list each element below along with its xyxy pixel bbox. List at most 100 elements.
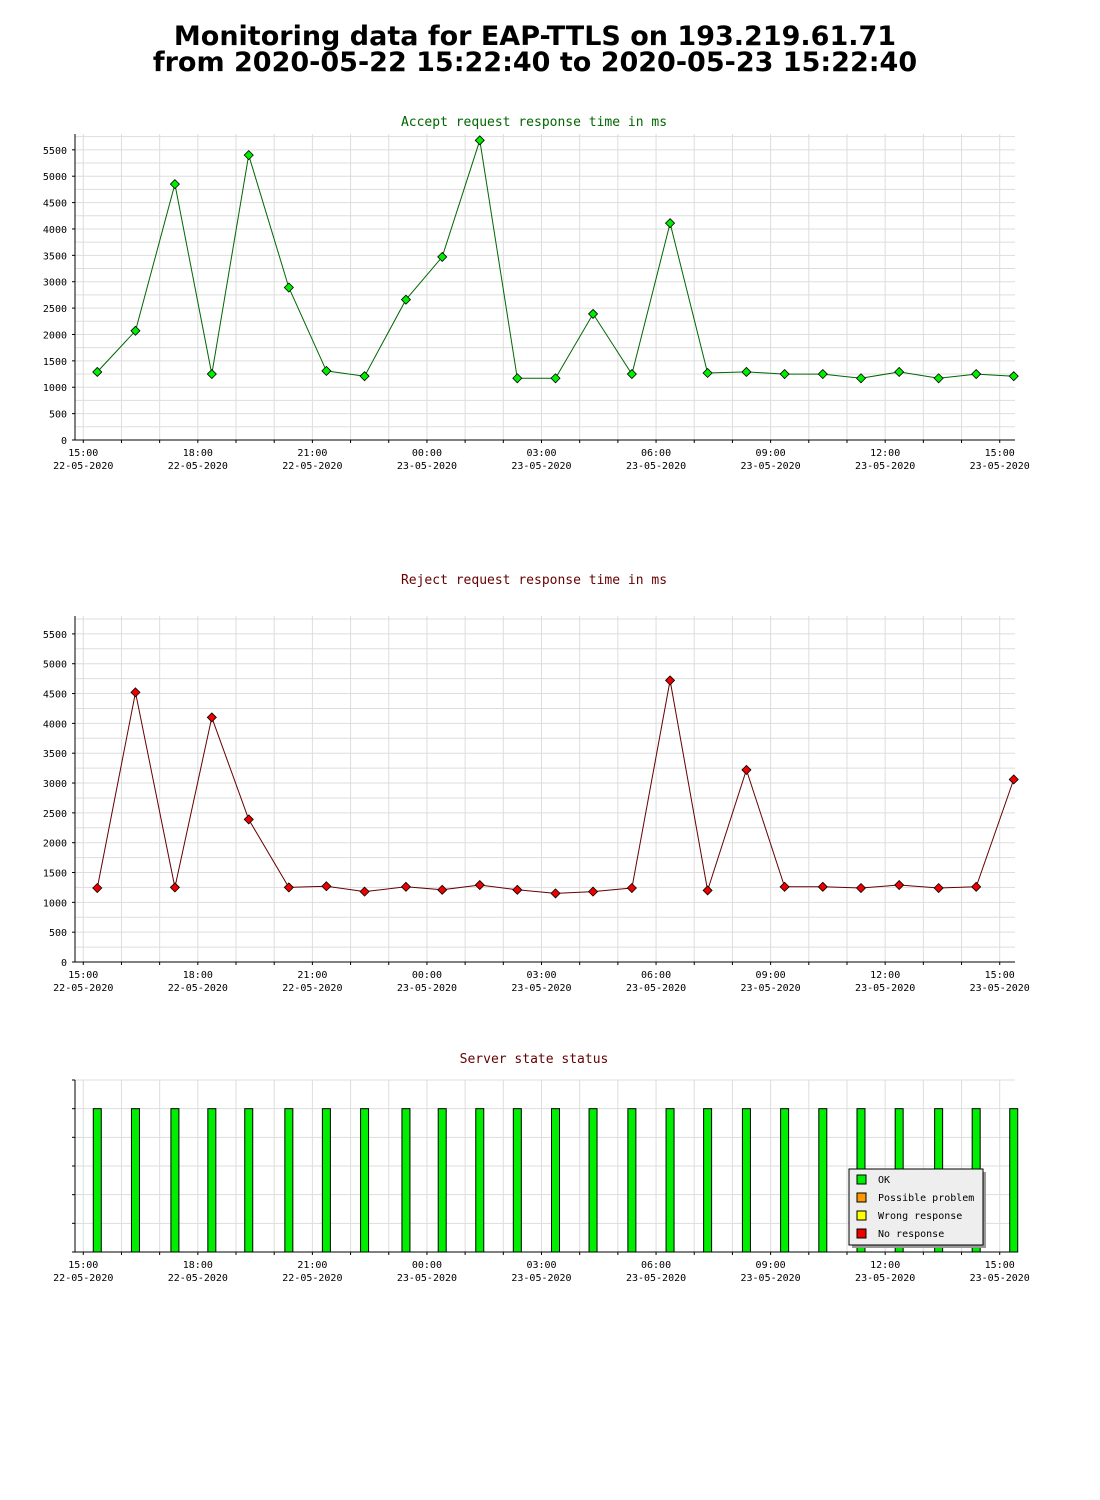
legend-label: Possible problem (878, 1193, 974, 1204)
legend-label: OK (878, 1175, 890, 1186)
reject-data-point (855, 882, 867, 894)
legend-label: No response (878, 1229, 944, 1240)
accept-data-point (283, 282, 294, 293)
accept-y-tick-label: 4500 (43, 199, 67, 210)
accept-y-tick-label: 0 (61, 436, 67, 447)
accept-x-axis: 15:00 22-05-2020 18:00 22-05-2020 21:00 22-05… (53, 134, 1030, 472)
reject-y-tick-label: 3000 (43, 779, 67, 790)
status-bar (512, 1108, 522, 1253)
accept-y-tick-label: 3500 (43, 251, 67, 262)
accept-data-point (92, 366, 103, 378)
accept-data-point (587, 308, 599, 319)
reject-y-tick-label: 5500 (43, 630, 67, 641)
reject-x-tick-time: 09:00 (756, 970, 786, 981)
accept-x-tick-time: 15:00 (68, 448, 98, 459)
reject-data-point (741, 764, 752, 775)
reject-data-point (664, 675, 676, 686)
reject-x-tick-time: 12:00 (870, 970, 900, 981)
reject-data-point (550, 888, 561, 899)
status-bar (170, 1108, 180, 1253)
accept-x-tick-time: 03:00 (526, 448, 556, 459)
reject-x-tick-time: 21:00 (297, 970, 327, 981)
accept-x-tick-date: 22-05-2020 (168, 461, 228, 472)
accept-x-tick-time: 06:00 (641, 448, 671, 459)
accept-data-point (664, 218, 676, 229)
accept-data-point (550, 373, 561, 384)
reject-x-tick-date: 23-05-2020 (741, 983, 801, 994)
reject-data-point (169, 882, 180, 893)
accept-data-point (130, 325, 141, 336)
reject-data-point (933, 882, 944, 894)
accept-data-point (817, 368, 828, 380)
status-x-tick-date: 22-05-2020 (168, 1273, 228, 1284)
legend-swatch-wrong-response (856, 1210, 867, 1221)
accept-x-tick-date: 23-05-2020 (626, 461, 686, 472)
status-x-tick-date: 22-05-2020 (282, 1273, 342, 1284)
accept-data-point (206, 368, 217, 380)
status-bar (321, 1108, 331, 1253)
reject-x-tick-date: 22-05-2020 (168, 983, 228, 994)
status-bar (665, 1108, 675, 1253)
reject-y-tick-label: 4000 (43, 719, 67, 730)
status-x-tick-time: 15:00 (985, 1260, 1015, 1271)
status-x-tick-date: 23-05-2020 (626, 1273, 686, 1284)
accept-data-point (400, 294, 412, 305)
reject-y-tick-label: 500 (49, 928, 67, 939)
reject-data-point (971, 881, 982, 892)
reject-data-point (92, 882, 103, 894)
reject-y-tick-label: 0 (61, 958, 67, 969)
accept-data-point (243, 150, 254, 161)
reject-x-axis: 15:00 22-05-2020 18:00 22-05-2020 21:00 22-05… (53, 616, 1030, 994)
reject-x-tick-time: 15:00 (985, 970, 1015, 981)
reject-x-tick-date: 22-05-2020 (53, 983, 113, 994)
accept-x-tick-time: 00:00 (412, 448, 442, 459)
accept-data-point (359, 371, 370, 382)
status-bar (551, 1108, 561, 1253)
reject-y-tick-label: 2000 (43, 839, 67, 850)
accept-x-tick-time: 09:00 (756, 448, 786, 459)
reject-x-tick-time: 06:00 (641, 970, 671, 981)
accept-data-point (169, 179, 180, 190)
reject-data-point (1008, 774, 1019, 785)
status-bar (92, 1108, 102, 1253)
accept-y-tick-label: 1500 (43, 357, 67, 368)
status-x-tick-time: 15:00 (68, 1260, 98, 1271)
accept-data-point (894, 366, 905, 378)
reject-data-point (626, 882, 637, 894)
legend-swatch-ok (856, 1174, 867, 1185)
reject-data-point (587, 886, 599, 897)
reject-chart-title: Reject request response time in ms (401, 573, 667, 588)
accept-x-tick-date: 22-05-2020 (53, 461, 113, 472)
reject-x-tick-date: 23-05-2020 (855, 983, 915, 994)
accept-y-tick-label: 5500 (43, 146, 67, 157)
status-bar (1009, 1108, 1019, 1253)
reject-y-tick-label: 1000 (43, 898, 67, 909)
accept-y-tick-label: 5000 (43, 172, 67, 183)
status-legend: OK Possible problem Wrong response No respo… (848, 1168, 986, 1248)
reject-data-point (817, 881, 828, 892)
status-x-tick-time: 12:00 (870, 1260, 900, 1271)
status-x-tick-time: 00:00 (412, 1260, 442, 1271)
accept-y-tick-label: 2000 (43, 330, 67, 341)
accept-y-tick-label: 1000 (43, 383, 67, 394)
status-x-tick-date: 23-05-2020 (741, 1273, 801, 1284)
status-bar (627, 1108, 637, 1253)
status-x-tick-date: 23-05-2020 (511, 1273, 571, 1284)
status-x-tick-time: 03:00 (526, 1260, 556, 1271)
status-bar (588, 1108, 598, 1253)
reject-data-point (359, 886, 370, 897)
status-x-tick-time: 21:00 (297, 1260, 327, 1271)
reject-x-tick-date: 22-05-2020 (282, 983, 342, 994)
reject-x-tick-time: 00:00 (412, 970, 442, 981)
reject-x-tick-time: 03:00 (526, 970, 556, 981)
status-bar (475, 1108, 485, 1253)
status-bar (360, 1108, 370, 1253)
reject-data-point (437, 884, 448, 895)
accept-data-point (437, 251, 448, 262)
accept-data-point (321, 365, 332, 376)
accept-chart-title: Accept request response time in ms (401, 115, 667, 130)
accept-x-tick-time: 12:00 (870, 448, 900, 459)
accept-y-tick-label: 4000 (43, 225, 67, 236)
accept-data-point (971, 368, 982, 380)
accept-data-point (741, 366, 752, 378)
